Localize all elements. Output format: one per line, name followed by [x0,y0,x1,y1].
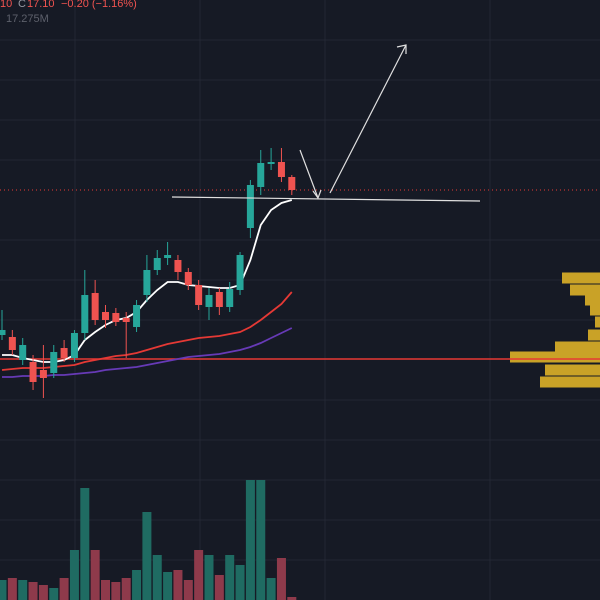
arrow-down [299,149,319,199]
candle-body [205,295,213,307]
candle-body [246,185,254,228]
volume-profile-bar [562,272,600,284]
candle-body [236,255,244,290]
volume-bar [152,555,162,600]
candle-body [50,352,58,373]
trend-line [171,196,481,202]
volume-profile-bar [540,376,600,388]
volume-bar [90,550,100,600]
candle-body [143,270,151,295]
volume-bar [163,572,173,600]
volume-bar [287,597,297,600]
volume-profile-bar [588,329,600,341]
volume-bar [225,555,235,600]
volume-bar [256,480,266,600]
candle-body [70,333,78,358]
volume-bar [0,580,7,600]
volume-bar [18,580,28,600]
candle-body [174,260,182,272]
candle-body [81,295,89,333]
moving-average [2,327,293,378]
volume-profile-bar [585,294,600,306]
candle-body [267,162,275,164]
volume-bar [7,578,17,600]
plot [0,148,600,600]
candle-body [226,289,234,307]
volume-bar [266,578,276,600]
volume-label: 17.275M [6,13,49,25]
arrow-head [312,189,322,200]
candle-body [102,312,109,320]
drawings [171,44,481,202]
candle-body [0,330,6,335]
volume-bar [204,555,214,600]
candle-body [133,305,141,327]
volume-bar [183,580,193,600]
close-label: C [18,0,26,10]
volume-profile-bar [570,284,600,296]
candle-body [122,318,130,322]
candle-body [91,293,99,320]
volume-bar [245,480,255,600]
volume-bar [111,582,121,600]
volume-bar [214,575,224,600]
volume-bar [38,585,48,600]
volume-bar [173,570,183,600]
volume-bar [142,512,152,600]
volume-profile-bar [545,364,600,376]
candle-body [19,345,27,360]
volume-profile-bar [590,304,600,316]
change: −0.20 (−1.16%) [61,0,137,10]
candle-body [112,313,120,322]
arrow-head [396,44,407,54]
volume-profile-bar [595,316,600,328]
candle-body [195,285,203,305]
candle-body [288,177,296,190]
volume-bar [101,580,110,600]
header-fragment: 10 [0,0,12,10]
candle-body [8,337,16,350]
candle-body [29,362,37,382]
volume-bar [235,565,245,600]
volume-bar [121,578,131,600]
close-value: 17.10 [27,0,55,10]
volume-bar [49,588,59,600]
volume-bar [69,550,79,600]
arrow-up [329,44,407,194]
candle-body [39,370,47,378]
candle-body [153,258,161,270]
candle-body [164,255,172,258]
volume-bar [132,570,142,600]
volume-bar [80,488,90,600]
candle-body [215,292,223,307]
candle-body [257,163,265,187]
volume-bar [276,558,286,600]
volume-profile-bar [510,351,600,363]
volume-bar [194,550,204,600]
candle-body [60,348,68,358]
candle-body [184,272,192,285]
candle-body [277,162,285,177]
volume-profile-bar [555,341,600,353]
volume-bar [28,582,38,600]
volume-bar [59,578,69,600]
